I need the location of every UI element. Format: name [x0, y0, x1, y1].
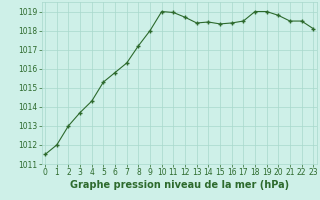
X-axis label: Graphe pression niveau de la mer (hPa): Graphe pression niveau de la mer (hPa) [70, 180, 289, 190]
